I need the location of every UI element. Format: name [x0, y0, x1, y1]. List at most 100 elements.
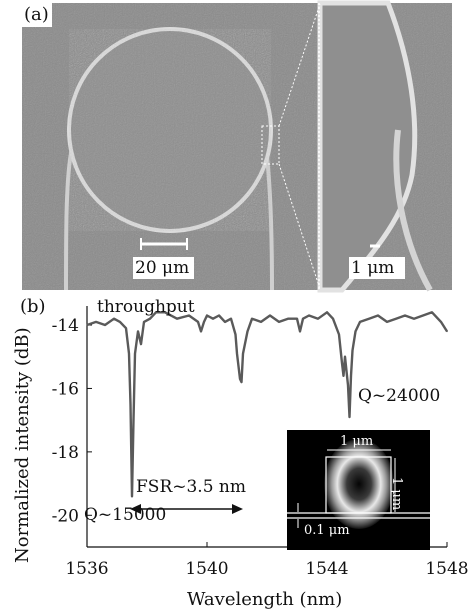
- data-point: [113, 317, 115, 320]
- data-point: [342, 374, 345, 377]
- mode-profile: [324, 439, 394, 529]
- x-tick-label: 1540: [185, 559, 228, 579]
- zoom-box: [261, 125, 280, 165]
- data-point: [164, 311, 166, 314]
- data-point: [351, 349, 354, 352]
- data-point: [137, 330, 139, 333]
- data-point: [278, 321, 280, 323]
- data-point: [347, 384, 349, 387]
- data-point: [354, 330, 357, 333]
- data-point: [260, 321, 262, 323]
- data-point: [251, 317, 253, 320]
- data-point: [368, 317, 370, 320]
- data-point: [348, 416, 351, 418]
- x-tick-label: 1544: [305, 559, 348, 579]
- zoom-connector-top: [278, 3, 321, 127]
- inset-height-label: 1 μm: [389, 477, 404, 511]
- data-point: [212, 317, 214, 320]
- data-point: [143, 321, 145, 323]
- y-tick-label: -20: [52, 506, 79, 526]
- scale-label-left: 20 μm: [135, 258, 190, 278]
- panel-b-label: (b): [20, 296, 46, 317]
- q-right-label: Q~24000: [358, 386, 441, 406]
- data-point: [308, 314, 310, 317]
- data-point: [341, 362, 343, 364]
- x-axis-label: Wavelength (nm): [187, 589, 343, 610]
- data-point: [224, 321, 226, 323]
- zoom-connector-bottom: [278, 163, 321, 290]
- data-point: [299, 330, 301, 333]
- y-axis-label: Normalized intensity (dB): [12, 327, 33, 563]
- panel-a-images: [22, 0, 452, 293]
- x-tick-label: 1536: [65, 559, 108, 579]
- data-point: [236, 352, 238, 355]
- data-point: [359, 321, 361, 323]
- mode-inset: [287, 430, 430, 550]
- panel-a-label: (a): [24, 4, 49, 25]
- data-point: [239, 378, 241, 380]
- data-point: [326, 311, 328, 314]
- data-point: [128, 352, 130, 355]
- data-point: [234, 333, 237, 336]
- bus-waveguide-left: [64, 147, 74, 291]
- data-point: [188, 314, 190, 317]
- data-point: [422, 314, 424, 317]
- throughput-label: throughput: [97, 297, 195, 317]
- q-left-label: Q~15000: [84, 505, 167, 525]
- data-point: [119, 321, 121, 323]
- data-point: [404, 314, 406, 317]
- data-point: [350, 374, 352, 377]
- data-point: [413, 317, 415, 320]
- data-point: [332, 317, 334, 320]
- data-point: [134, 352, 136, 355]
- data-point: [230, 317, 232, 320]
- sem-image-left: [22, 3, 318, 291]
- y-tick-label: -16: [52, 379, 79, 399]
- data-point: [200, 330, 202, 333]
- data-point: [131, 495, 133, 498]
- scale-label-right: 1 μm: [351, 258, 395, 278]
- data-point: [206, 314, 208, 317]
- inset-width-label: 1 μm: [340, 434, 374, 449]
- data-point: [377, 314, 379, 317]
- sem-image-right: [317, 0, 452, 293]
- chart-ticks: 1536 1540 1544 1548 -14 -16 -18 -20: [52, 316, 469, 579]
- y-tick-label: -18: [52, 443, 79, 463]
- scale-label-left-bg: [133, 257, 194, 279]
- data-point: [246, 330, 249, 333]
- data-point: [431, 311, 433, 314]
- data-point: [302, 317, 304, 320]
- data-point: [203, 321, 205, 323]
- data-point: [386, 321, 388, 323]
- data-point: [240, 381, 243, 383]
- data-point: [197, 321, 199, 323]
- data-point: [149, 317, 151, 320]
- data-point: [132, 419, 135, 421]
- y-tick-label: -14: [52, 316, 79, 336]
- data-point: [140, 343, 142, 345]
- fsr-label: FSR~3.5 nm: [136, 477, 246, 497]
- waveguide-zoom: [393, 129, 433, 292]
- scale-label-right-bg: [349, 257, 405, 279]
- data-point: [242, 352, 244, 355]
- data-point: [155, 311, 157, 314]
- data-point: [125, 327, 127, 329]
- data-point: [218, 314, 220, 317]
- data-point: [95, 321, 97, 323]
- data-point: [176, 317, 178, 320]
- data-points: [86, 311, 448, 498]
- data-point: [440, 321, 442, 323]
- data-point: [344, 355, 346, 358]
- label-a-bg: [22, 3, 52, 27]
- data-point: [129, 403, 132, 406]
- inset-gap-label: 0.1 μm: [304, 523, 350, 538]
- data-point: [446, 330, 448, 333]
- data-point: [317, 317, 319, 320]
- data-point: [287, 317, 289, 320]
- data-point: [395, 317, 397, 320]
- fsr-arrow: [130, 504, 243, 514]
- data-point: [338, 333, 340, 336]
- data-point: [296, 317, 298, 320]
